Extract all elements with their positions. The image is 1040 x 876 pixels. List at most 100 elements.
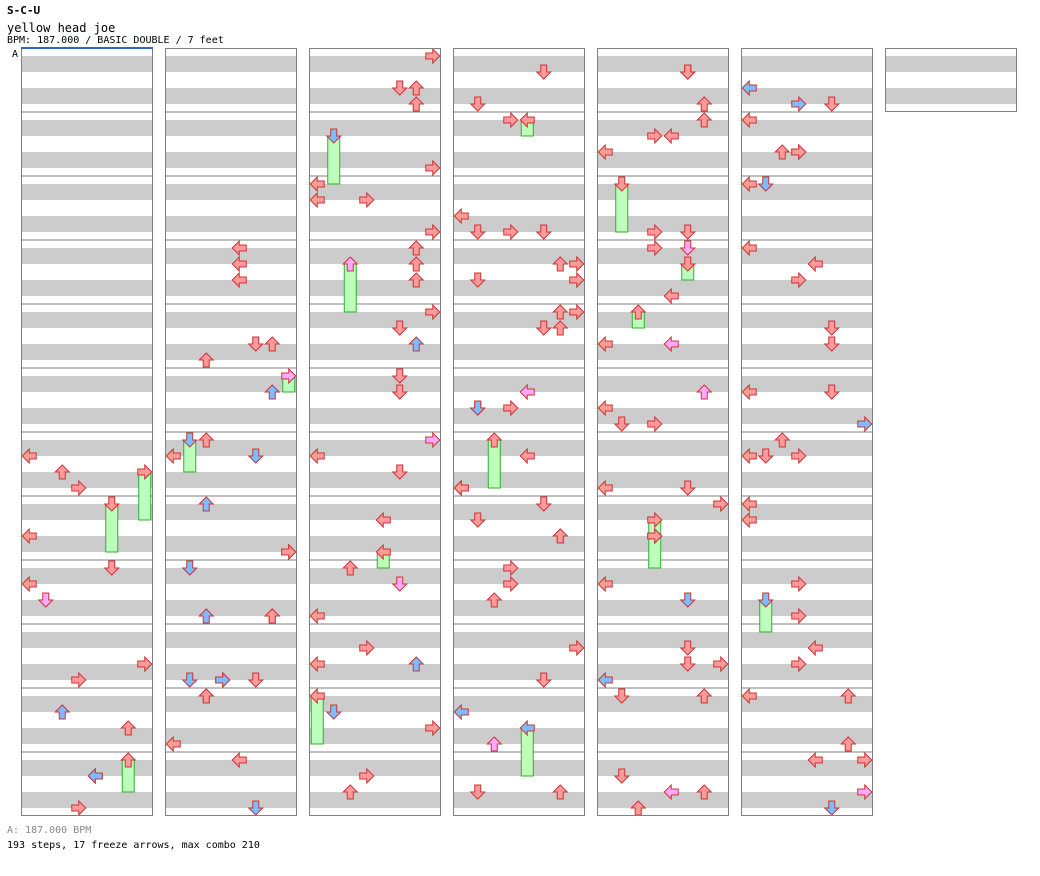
step-arrow [807,255,823,273]
beat-band [741,376,873,392]
beat-band [309,120,441,136]
step-arrow [791,95,807,113]
beat-band [165,120,297,136]
beat-band [597,504,729,520]
step-arrow [309,175,325,193]
beat-band [309,472,441,488]
beat-band [453,88,585,104]
beat-band [309,376,441,392]
step-arrow [103,560,120,576]
beat-band [741,792,873,808]
beat-band [453,376,585,392]
step-arrow [391,384,408,400]
beat-band [21,504,153,520]
beat-band [597,376,729,392]
step-arrow [840,688,857,704]
step-arrow [630,304,647,320]
step-arrow [469,512,486,528]
step-arrow [807,639,823,657]
column-border [885,48,1017,112]
beat-band [741,280,873,296]
beat-band [597,536,729,552]
step-arrow [281,543,297,561]
beat-band [741,408,873,424]
step-arrow [757,448,774,464]
beat-band [741,728,873,744]
beat-band [309,632,441,648]
step-arrow [647,127,663,145]
beat-band [309,312,441,328]
beat-band [21,376,153,392]
step-arrow [103,496,120,512]
step-arrow [231,239,247,257]
step-arrow [181,432,198,448]
beat-band [597,280,729,296]
beat-band [165,344,297,360]
step-arrow [823,96,840,112]
beat-band [741,600,873,616]
step-arrow [198,608,215,624]
beat-band [21,728,153,744]
step-arrow [425,431,441,449]
beat-band [165,376,297,392]
step-arrow [552,320,569,336]
step-arrow [696,688,713,704]
step-stats: 193 steps, 17 freeze arrows, max combo 2… [7,840,260,851]
step-arrow [552,784,569,800]
beat-band [453,664,585,680]
step-arrow [54,464,71,480]
step-arrow [359,767,375,785]
step-arrow [120,752,137,768]
step-arrow [569,303,585,321]
step-arrow [264,384,281,400]
step-arrow [309,687,325,705]
step-arrow [469,272,486,288]
step-arrow [231,271,247,289]
step-arrow [391,80,408,96]
beat-band [453,536,585,552]
step-arrow [137,463,153,481]
beat-band [453,408,585,424]
beat-band [453,440,585,456]
step-arrow [679,656,696,672]
beat-band [597,472,729,488]
step-arrow [21,527,37,545]
step-arrow [408,96,425,112]
step-arrow [791,143,807,161]
step-arrow [137,655,153,673]
beat-band [741,312,873,328]
step-arrow [486,592,503,608]
beat-band [597,408,729,424]
beat-band [21,632,153,648]
step-arrow [391,320,408,336]
column-border [309,48,441,816]
step-arrow [359,191,375,209]
step-arrow [503,399,519,417]
beat-band [21,184,153,200]
beat-band [165,152,297,168]
beat-band [741,696,873,712]
beat-band [309,440,441,456]
beat-band [21,280,153,296]
beat-band [597,216,729,232]
step-arrow [425,223,441,241]
step-arrow [741,511,757,529]
beat-band [309,792,441,808]
step-arrow [408,256,425,272]
beat-band [21,216,153,232]
beat-band [885,88,1017,104]
step-arrow [791,447,807,465]
column-border [453,48,585,816]
step-arrow [647,527,663,545]
song-artist: S-C-U [7,4,41,17]
step-arrow [791,271,807,289]
step-arrow [823,320,840,336]
step-arrow [71,799,87,817]
step-arrow [597,399,613,417]
step-arrow [597,143,613,161]
beat-band [597,440,729,456]
beat-band [309,696,441,712]
beat-band [453,632,585,648]
step-arrow [408,80,425,96]
beat-band [165,696,297,712]
